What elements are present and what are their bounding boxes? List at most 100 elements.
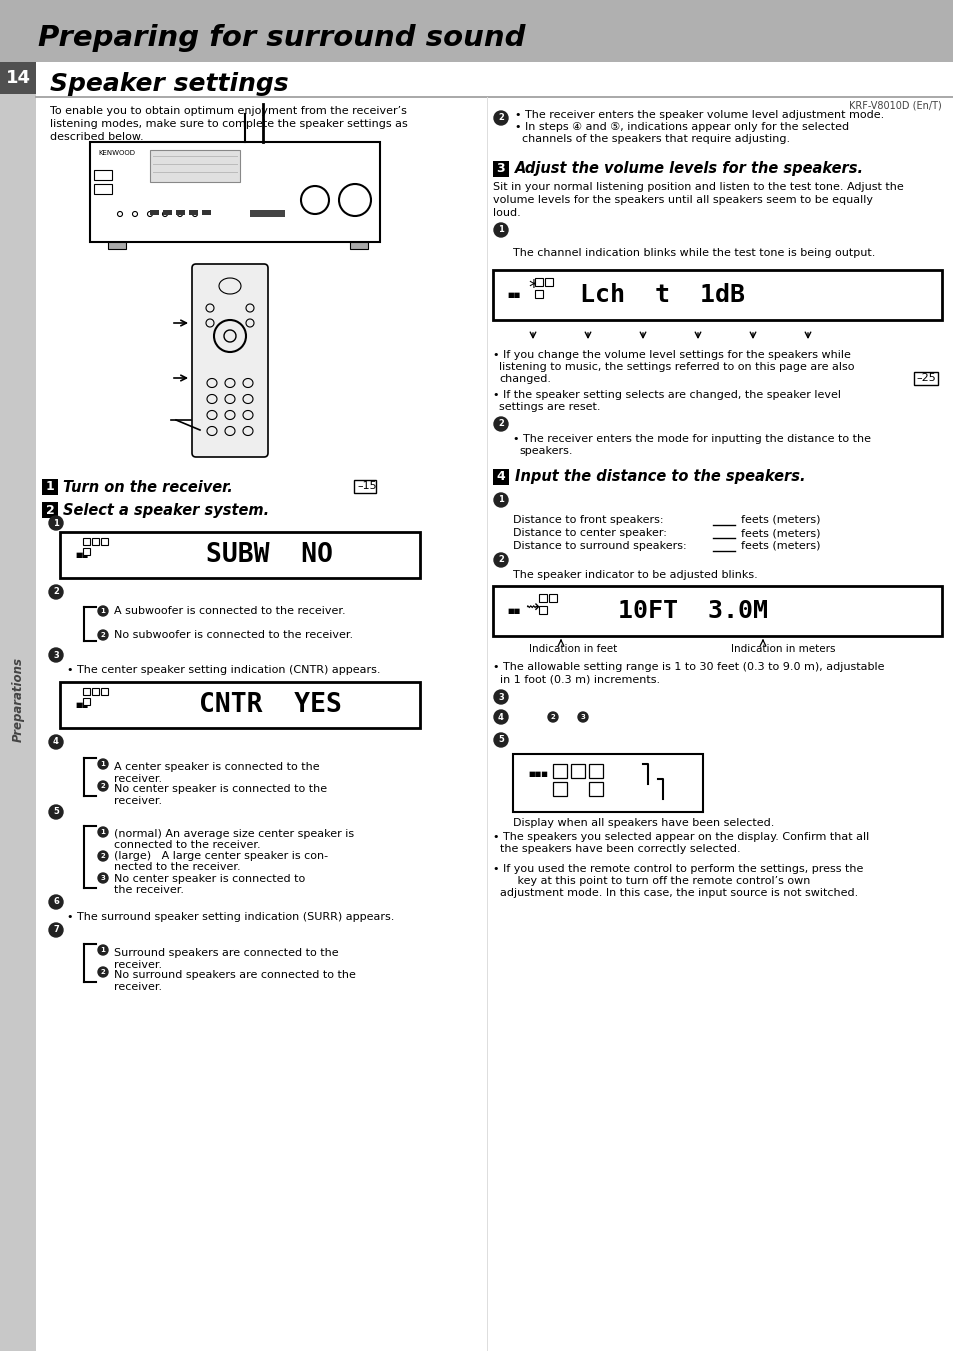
Bar [535, 290, 542, 299]
Text: receiver.: receiver. [113, 796, 162, 807]
Text: 4: 4 [497, 470, 505, 484]
Bar [538, 607, 546, 613]
Circle shape [98, 759, 108, 769]
Text: 1: 1 [46, 481, 54, 493]
Bar [538, 594, 546, 603]
Circle shape [494, 223, 507, 236]
Text: Lch  t  1dB: Lch t 1dB [579, 282, 744, 307]
Text: receiver.: receiver. [113, 982, 162, 992]
Bar [553, 765, 566, 778]
Text: receiver.: receiver. [113, 961, 162, 970]
Text: the speakers have been correctly selected.: the speakers have been correctly selecte… [493, 844, 740, 854]
Text: KENWOOD: KENWOOD [98, 150, 135, 155]
Text: SUBW  NO: SUBW NO [206, 542, 334, 567]
Text: • The surround speaker setting indication (SURR) appears.: • The surround speaker setting indicatio… [67, 912, 394, 921]
Text: The speaker indicator to be adjusted blinks.: The speaker indicator to be adjusted bli… [513, 570, 757, 580]
Bar [588, 765, 602, 778]
Text: • The center speaker setting indication (CNTR) appears.: • The center speaker setting indication … [67, 665, 380, 676]
Circle shape [49, 923, 63, 938]
Circle shape [49, 805, 63, 819]
Text: 10FT  3.0M: 10FT 3.0M [618, 598, 767, 623]
Circle shape [98, 607, 108, 616]
Text: • The speakers you selected appear on the display. Confirm that all: • The speakers you selected appear on th… [493, 832, 868, 842]
Bar [60, 532, 419, 578]
Bar [493, 586, 941, 636]
Text: Distance to surround speakers:: Distance to surround speakers: [513, 540, 686, 551]
Text: 1: 1 [100, 830, 106, 835]
Text: –25: –25 [915, 373, 935, 382]
Bar [83, 698, 90, 705]
Text: • If you change the volume level settings for the speakers while: • If you change the volume level setting… [493, 350, 850, 359]
Text: Turn on the receiver.: Turn on the receiver. [63, 480, 233, 494]
Bar [94, 184, 112, 195]
Text: 2: 2 [100, 784, 105, 789]
Text: *: * [527, 278, 537, 297]
Bar [42, 480, 58, 494]
Text: 5: 5 [53, 808, 59, 816]
Bar [493, 270, 941, 320]
Bar [91, 538, 99, 544]
Bar [202, 209, 211, 215]
Bar [108, 242, 126, 249]
Bar [513, 754, 702, 812]
Text: A center speaker is connected to the: A center speaker is connected to the [113, 762, 319, 771]
Circle shape [494, 734, 507, 747]
Bar [94, 170, 112, 180]
Text: 1: 1 [497, 226, 503, 235]
Bar [163, 209, 172, 215]
Text: Distance to center speaker:: Distance to center speaker: [513, 528, 666, 538]
Text: 3: 3 [53, 650, 59, 659]
Text: 6: 6 [53, 897, 59, 907]
Text: described below.: described below. [50, 132, 144, 142]
Bar [350, 242, 368, 249]
Bar [913, 372, 937, 385]
Bar [0, 62, 36, 95]
Text: feets (meters): feets (meters) [740, 540, 820, 551]
Bar [535, 278, 542, 286]
Text: Preparing for surround sound: Preparing for surround sound [38, 24, 525, 51]
Circle shape [547, 712, 558, 721]
Text: 4: 4 [53, 738, 59, 747]
Text: 2: 2 [497, 420, 503, 428]
Bar [189, 209, 198, 215]
Text: 2: 2 [53, 588, 59, 597]
Bar [91, 688, 99, 694]
Circle shape [494, 711, 507, 724]
Text: receiver.: receiver. [113, 774, 162, 784]
Text: 2: 2 [100, 852, 105, 859]
Text: listening modes, make sure to complete the speaker settings as: listening modes, make sure to complete t… [50, 119, 407, 128]
Text: feets (meters): feets (meters) [740, 515, 820, 526]
Text: 1: 1 [100, 608, 106, 613]
Bar [83, 688, 90, 694]
Circle shape [578, 712, 587, 721]
Text: ■■■: ■■■ [527, 771, 547, 777]
Text: • If you used the remote control to perform the settings, press the: • If you used the remote control to perf… [493, 865, 862, 874]
Text: channels of the speakers that require adjusting.: channels of the speakers that require ad… [515, 134, 789, 145]
Circle shape [49, 516, 63, 530]
Text: 2: 2 [100, 969, 105, 975]
Bar [0, 62, 36, 1351]
Bar [90, 142, 379, 242]
Circle shape [98, 944, 108, 955]
Circle shape [494, 417, 507, 431]
Text: Distance to front speakers:: Distance to front speakers: [513, 515, 662, 526]
Text: No center speaker is connected to the: No center speaker is connected to the [113, 784, 327, 794]
Text: Speaker settings: Speaker settings [50, 72, 289, 96]
Text: (large)   A large center speaker is con-: (large) A large center speaker is con- [113, 851, 328, 861]
Bar [101, 538, 108, 544]
Bar [553, 782, 566, 796]
Text: Indication in meters: Indication in meters [730, 644, 835, 654]
Text: 7: 7 [53, 925, 59, 935]
Text: Indication in feet: Indication in feet [528, 644, 617, 654]
Bar [548, 594, 557, 603]
Circle shape [494, 111, 507, 126]
Text: key at this point to turn off the remote control’s own: key at this point to turn off the remote… [493, 875, 809, 886]
Text: CNTR  YES: CNTR YES [198, 692, 341, 717]
Text: (normal) An average size center speaker is: (normal) An average size center speaker … [113, 830, 354, 839]
Text: volume levels for the speakers until all speakers seem to be equally: volume levels for the speakers until all… [493, 195, 872, 205]
Text: Adjust the volume levels for the speakers.: Adjust the volume levels for the speaker… [515, 162, 863, 177]
Text: KRF-V8010D (En/T): KRF-V8010D (En/T) [848, 101, 941, 111]
Text: Select a speaker system.: Select a speaker system. [63, 503, 269, 517]
Text: Display when all speakers have been selected.: Display when all speakers have been sele… [513, 817, 774, 828]
Bar [150, 150, 240, 182]
